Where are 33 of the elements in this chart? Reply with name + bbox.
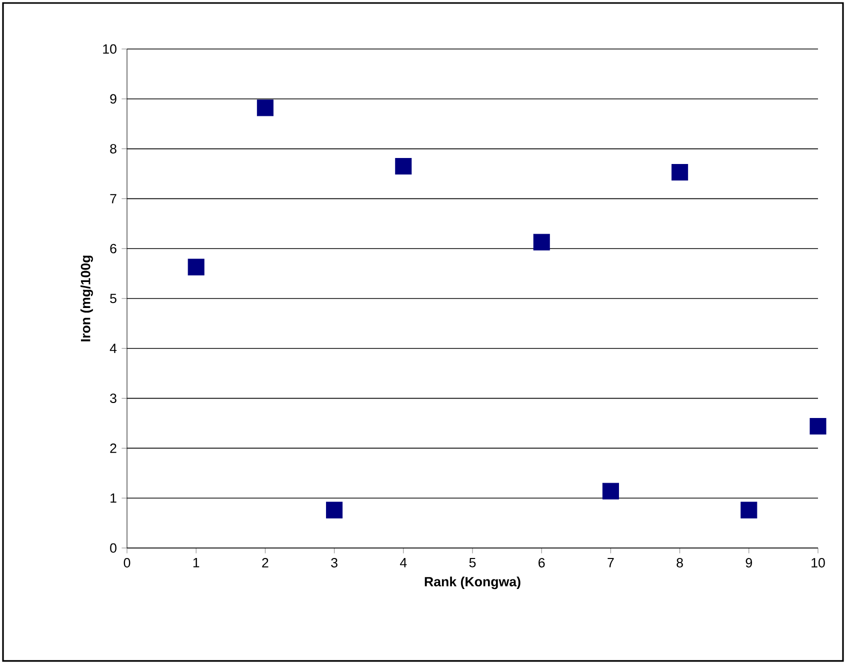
- y-tick-label: 9: [110, 94, 116, 104]
- point: [395, 158, 412, 175]
- y-tick-label: 0: [110, 543, 116, 553]
- y-tick-label: 6: [110, 244, 116, 254]
- x-axis-title: Rank (Kongwa): [424, 576, 520, 590]
- point: [602, 482, 619, 500]
- y-tick-label: 4: [110, 344, 117, 353]
- y-tick-label: 3: [110, 394, 116, 404]
- point: [256, 100, 274, 116]
- y-tick-label: 5: [110, 294, 116, 304]
- y-tick-label: 1: [110, 493, 116, 503]
- point: [740, 502, 758, 518]
- x-tick-label: 9: [746, 558, 752, 568]
- y-tick-label: 2: [110, 444, 116, 453]
- y-tick-label: 8: [110, 144, 116, 154]
- x-tick-label: 5: [469, 558, 476, 568]
- x-tick-label: 4: [400, 558, 407, 568]
- point: [672, 164, 688, 181]
- point: [326, 502, 343, 518]
- point: [810, 418, 826, 434]
- x-tick-label: 8: [676, 558, 683, 568]
- y-axis-title: Iron (mg/100g: [80, 256, 93, 342]
- x-tick-label: 2: [262, 558, 268, 568]
- point: [188, 258, 204, 276]
- point: [533, 234, 550, 250]
- x-tick-label: 6: [538, 558, 545, 568]
- x-tick-label: 3: [331, 558, 338, 568]
- y-tick-label: 7: [110, 194, 116, 204]
- x-tick-label: 0: [124, 558, 130, 568]
- x-tick-label: 7: [608, 558, 614, 568]
- y-tick-label: 10: [103, 44, 116, 54]
- x-tick-label: 10: [812, 558, 825, 568]
- x-tick-label: 1: [193, 558, 200, 568]
